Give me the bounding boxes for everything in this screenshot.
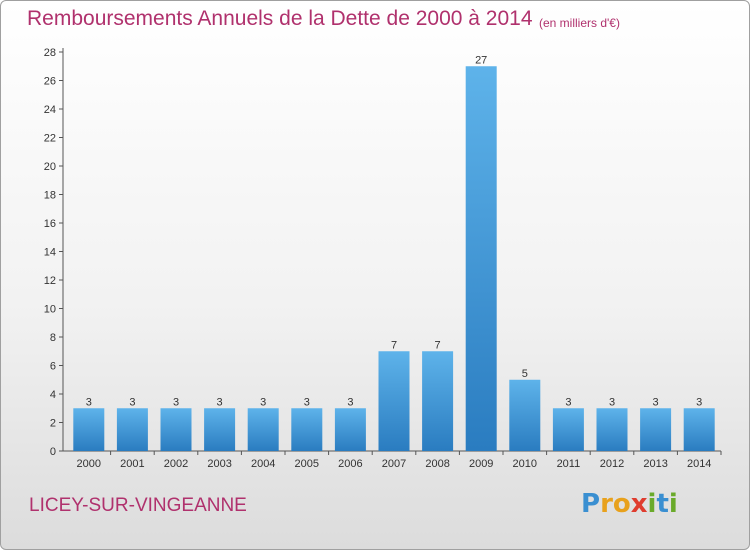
bar xyxy=(378,351,410,451)
y-tick-label: 2 xyxy=(50,418,56,430)
proxiti-logo: Proxiti xyxy=(581,489,678,519)
y-tick-label: 24 xyxy=(44,104,56,116)
bar xyxy=(640,408,672,451)
y-tick-label: 22 xyxy=(44,133,56,145)
y-tick-label: 26 xyxy=(44,76,56,88)
bar xyxy=(552,408,584,451)
bar xyxy=(73,408,105,451)
bar xyxy=(509,379,541,451)
x-tick-label: 2002 xyxy=(164,458,188,470)
bar-value-label: 3 xyxy=(609,396,615,408)
x-tick-label: 2008 xyxy=(425,458,449,470)
x-tick-label: 2005 xyxy=(295,458,319,470)
bar-value-label: 3 xyxy=(173,396,179,408)
logo-letter: i xyxy=(647,489,657,519)
x-tick-label: 2009 xyxy=(469,458,493,470)
bars xyxy=(73,66,715,451)
x-tick-label: 2004 xyxy=(251,458,275,470)
bar-value-label: 3 xyxy=(260,396,266,408)
y-tick-label: 14 xyxy=(44,247,56,259)
y-tick-label: 16 xyxy=(44,218,56,230)
bar xyxy=(334,408,366,451)
logo-letter: x xyxy=(630,489,648,519)
y-tick-label: 10 xyxy=(44,304,56,316)
bar-value-label: 3 xyxy=(129,396,135,408)
y-tick-label: 0 xyxy=(50,446,56,458)
labels: 2000 3 2001 3 2002 3 2003 3 2004 3 2005 3 2006 3 2007 7… xyxy=(77,54,712,470)
x-tick-label: 2000 xyxy=(77,458,101,470)
y-tick-label: 20 xyxy=(44,161,56,173)
y-tick-label: 8 xyxy=(50,332,56,344)
bar-value-label: 3 xyxy=(696,396,702,408)
x-tick-label: 2007 xyxy=(382,458,406,470)
bar-value-label: 27 xyxy=(475,54,487,66)
x-tick-label: 2014 xyxy=(687,458,711,470)
x-tick-label: 2010 xyxy=(513,458,537,470)
bar-value-label: 3 xyxy=(217,396,223,408)
x-tick-label: 2003 xyxy=(207,458,231,470)
logo-letter: i xyxy=(668,489,678,519)
bar xyxy=(247,408,279,451)
bar-value-label: 7 xyxy=(391,339,397,351)
x-tick-label: 2001 xyxy=(120,458,144,470)
y-tick-label: 12 xyxy=(44,275,56,287)
chart-subtitle: (en milliers d'€) xyxy=(539,16,620,30)
y-tick-label: 28 xyxy=(44,47,56,59)
logo-letter: P xyxy=(581,489,601,519)
logo-letter: r xyxy=(600,489,613,519)
bar-value-label: 3 xyxy=(565,396,571,408)
x-tick-label: 2012 xyxy=(600,458,624,470)
bar-value-label: 3 xyxy=(653,396,659,408)
bar-value-label: 3 xyxy=(304,396,310,408)
bar-value-label: 3 xyxy=(86,396,92,408)
y-tick-label: 6 xyxy=(50,361,56,373)
bar xyxy=(116,408,148,451)
bar xyxy=(465,66,497,451)
chart-title: Remboursements Annuels de la Dette de 20… xyxy=(27,7,533,30)
bar xyxy=(422,351,454,451)
bar xyxy=(291,408,323,451)
y-tick-label: 18 xyxy=(44,190,56,202)
logo-letter: t xyxy=(656,489,669,519)
logo-letter: o xyxy=(612,489,631,519)
bar xyxy=(160,408,192,451)
bar-value-label: 3 xyxy=(347,396,353,408)
x-tick-label: 2011 xyxy=(557,458,581,470)
bar-value-label: 7 xyxy=(435,339,441,351)
commune-name: LICEY-SUR-VINGEANNE xyxy=(29,495,247,516)
bar-value-label: 5 xyxy=(522,368,528,380)
bar xyxy=(683,408,715,451)
y-tick-label: 4 xyxy=(50,389,56,401)
x-tick-label: 2013 xyxy=(643,458,667,470)
bar xyxy=(204,408,236,451)
bar xyxy=(596,408,628,451)
x-tick-label: 2006 xyxy=(338,458,362,470)
